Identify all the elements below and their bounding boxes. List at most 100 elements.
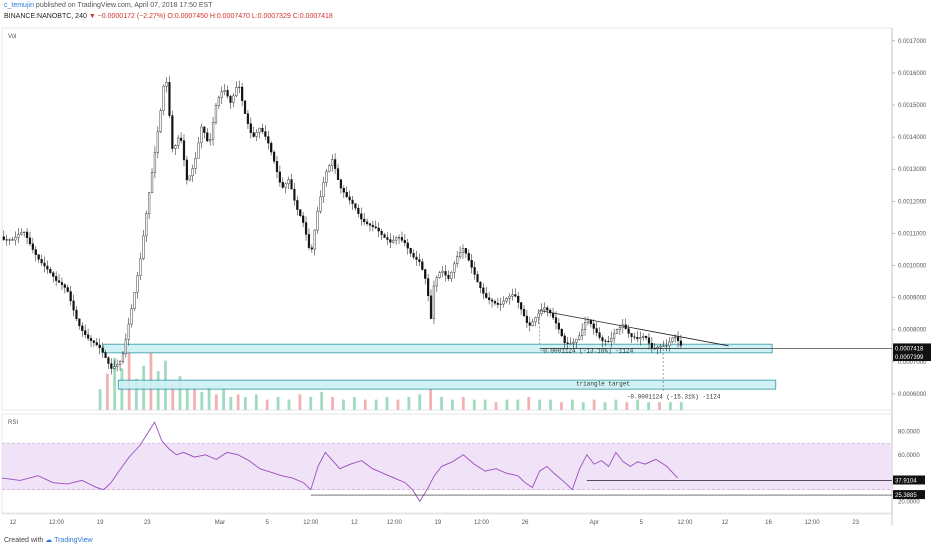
candle-body bbox=[334, 159, 337, 169]
price-label-box bbox=[893, 343, 931, 353]
candle-body bbox=[650, 343, 653, 349]
candle-body bbox=[153, 152, 157, 173]
candle-body bbox=[671, 337, 674, 343]
candle-body bbox=[243, 100, 247, 114]
candle-body bbox=[676, 336, 680, 342]
candle-body bbox=[659, 345, 662, 348]
volume-bar bbox=[538, 399, 542, 410]
candle-body bbox=[255, 132, 258, 137]
candle-body bbox=[569, 343, 572, 345]
volume-bar bbox=[222, 389, 225, 410]
candle-body bbox=[403, 240, 406, 244]
time-tick-label: 23 bbox=[852, 520, 859, 526]
price-label-text: 0.0007418 bbox=[895, 346, 924, 352]
candle-body bbox=[476, 274, 479, 283]
candle-body bbox=[668, 341, 671, 346]
candle-body bbox=[444, 271, 447, 276]
candle-body bbox=[299, 209, 302, 217]
volume-bar bbox=[113, 358, 117, 410]
change-value: −0.0000172 (−2.27%) bbox=[97, 13, 166, 20]
candle-body bbox=[211, 122, 215, 140]
candle-body bbox=[81, 325, 84, 331]
candle-body bbox=[325, 170, 328, 183]
volume-bar bbox=[581, 402, 585, 410]
candle-body bbox=[546, 307, 549, 311]
candle-body bbox=[69, 291, 72, 302]
candle-body bbox=[508, 295, 511, 299]
volume-bar bbox=[298, 394, 302, 410]
candle-body bbox=[499, 303, 502, 305]
candle-body bbox=[578, 335, 581, 340]
candle-body bbox=[264, 131, 267, 137]
candle-body bbox=[598, 332, 601, 338]
candle-body bbox=[23, 231, 26, 233]
candle-body bbox=[284, 183, 287, 188]
candle-body bbox=[101, 347, 104, 353]
candle-body bbox=[662, 345, 665, 347]
candle-body bbox=[75, 309, 78, 320]
volume-bar bbox=[105, 373, 109, 410]
symbol-line: BINANCE:NANOBTC, 240 ▼ −0.0000172 (−2.27… bbox=[4, 13, 333, 20]
candle-body bbox=[174, 145, 177, 149]
candle-body bbox=[514, 294, 517, 297]
tradingview-brand[interactable]: TradingView bbox=[54, 537, 93, 544]
volume-bar bbox=[229, 397, 233, 410]
candle-body bbox=[319, 196, 322, 212]
candle-body bbox=[43, 262, 46, 267]
candle-body bbox=[458, 252, 462, 257]
candle-body bbox=[188, 175, 191, 181]
rsi-level-text: 25.3885 bbox=[895, 493, 917, 499]
candle-body bbox=[206, 132, 209, 142]
volume-bar bbox=[98, 389, 102, 410]
candle-body bbox=[644, 336, 648, 338]
candle-body bbox=[488, 297, 491, 301]
price-tick-label: 0.0010000 bbox=[898, 264, 927, 270]
candle-body bbox=[345, 191, 348, 198]
candle-body bbox=[380, 230, 383, 235]
time-tick-label: 19 bbox=[435, 520, 442, 526]
volume-bar bbox=[560, 402, 563, 410]
triangle-upper-line bbox=[539, 310, 729, 347]
candle-body bbox=[121, 353, 125, 362]
candle-body bbox=[302, 215, 305, 223]
rsi-level-box bbox=[893, 475, 925, 485]
time-tick-label: 12:00 bbox=[303, 520, 319, 526]
candle-body bbox=[383, 234, 386, 238]
volume-bar bbox=[254, 394, 258, 410]
candle-body bbox=[261, 128, 264, 132]
candle-body bbox=[78, 318, 81, 327]
candle-body bbox=[627, 328, 630, 334]
volume-bar bbox=[185, 386, 189, 410]
volume-bar bbox=[331, 397, 334, 410]
candle-body bbox=[368, 223, 372, 226]
candle-body bbox=[618, 327, 622, 330]
candle-body bbox=[179, 137, 183, 141]
candle-body bbox=[267, 136, 270, 144]
volume-bar bbox=[342, 399, 345, 410]
candle-body bbox=[270, 142, 273, 153]
triangle-target-label: triangle target bbox=[576, 381, 630, 388]
volume-bar bbox=[236, 394, 240, 410]
volume-bar bbox=[418, 394, 422, 410]
candle-body bbox=[17, 234, 20, 238]
candle-body bbox=[581, 329, 584, 337]
volume-bar bbox=[207, 386, 211, 410]
candle-body bbox=[604, 340, 607, 342]
candle-body bbox=[365, 221, 369, 224]
candle-body bbox=[331, 159, 334, 166]
author-link[interactable]: c_temujin bbox=[4, 2, 34, 9]
candle-body bbox=[197, 142, 200, 159]
candle-body bbox=[185, 159, 189, 181]
volume-bar bbox=[214, 394, 218, 410]
candle-body bbox=[613, 333, 616, 339]
candle-body bbox=[86, 334, 90, 339]
candle-body bbox=[72, 300, 75, 311]
rsi-line bbox=[1, 421, 679, 503]
price-tick-label: 0.0014000 bbox=[898, 135, 927, 141]
candle-body bbox=[592, 323, 595, 329]
candle-body bbox=[415, 256, 418, 260]
symbol-label: BINANCE:NANOBTC, 240 bbox=[4, 13, 87, 20]
candle-body bbox=[395, 237, 398, 241]
candle-body bbox=[246, 113, 250, 124]
